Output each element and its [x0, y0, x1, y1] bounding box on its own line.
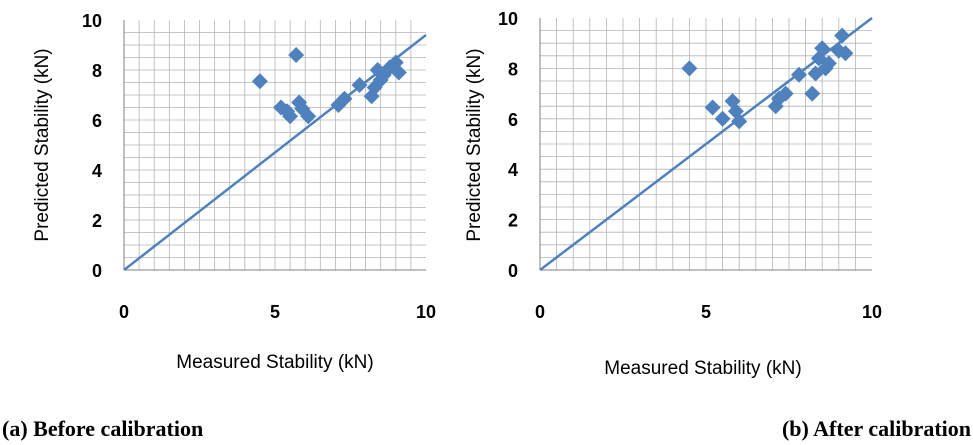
data-point	[814, 40, 831, 57]
data-point	[336, 90, 353, 107]
x-tick-label: 0	[119, 302, 129, 322]
data-point	[282, 108, 299, 125]
y-tick-label: 2	[508, 211, 518, 231]
data-point	[251, 73, 268, 90]
data-point	[351, 77, 368, 93]
data-point	[834, 27, 851, 44]
y-tick-label: 4	[92, 161, 102, 181]
y-axis-label: Predicted Stability (kN)	[32, 48, 53, 241]
data-point	[820, 55, 837, 72]
y-tick-label: 6	[508, 110, 518, 130]
y-tick-label: 10	[498, 9, 518, 29]
x-tick-label: 5	[270, 302, 280, 322]
y-tick-label: 2	[92, 211, 102, 231]
y-tick-label: 4	[508, 160, 518, 180]
data-point	[777, 85, 794, 102]
y-tick-label: 10	[82, 11, 102, 31]
y-tick-label: 0	[92, 261, 102, 281]
caption-after-calibration: (b) After calibration	[782, 416, 971, 441]
panel-before-calibration: 0 5 10 0 2 4 6 8 10 Measured Stability (kN) Predic…	[32, 11, 436, 373]
y-tick-label: 6	[92, 111, 102, 131]
data-point	[790, 66, 807, 83]
panel-after-calibration: 0 5 10 0 2 4 6 8 10 Measured Stability (kN) Predic…	[464, 9, 882, 379]
gridlines	[124, 20, 426, 270]
x-tick-label: 10	[862, 302, 882, 322]
y-axis-label: Predicted Stability (kN)	[464, 48, 485, 241]
data-point	[714, 110, 731, 127]
caption-before-calibration: (a) Before calibration	[2, 416, 203, 441]
data-point	[300, 108, 317, 125]
data-point	[804, 85, 821, 102]
data-point	[704, 99, 721, 116]
x-tick-label: 10	[416, 302, 436, 322]
data-point	[390, 64, 407, 81]
gridlines	[540, 18, 872, 270]
x-axis-label: Measured Stability (kN)	[176, 352, 373, 373]
y-tick-label: 0	[508, 261, 518, 281]
x-axis-label: Measured Stability (kN)	[604, 358, 801, 379]
data-point	[837, 45, 854, 62]
y-tick-label: 8	[508, 59, 518, 79]
data-point	[731, 113, 748, 130]
data-point	[288, 47, 305, 63]
x-tick-label: 0	[535, 302, 545, 322]
x-tick-label: 5	[701, 302, 711, 322]
data-point	[681, 60, 698, 77]
y-tick-label: 8	[92, 61, 102, 81]
